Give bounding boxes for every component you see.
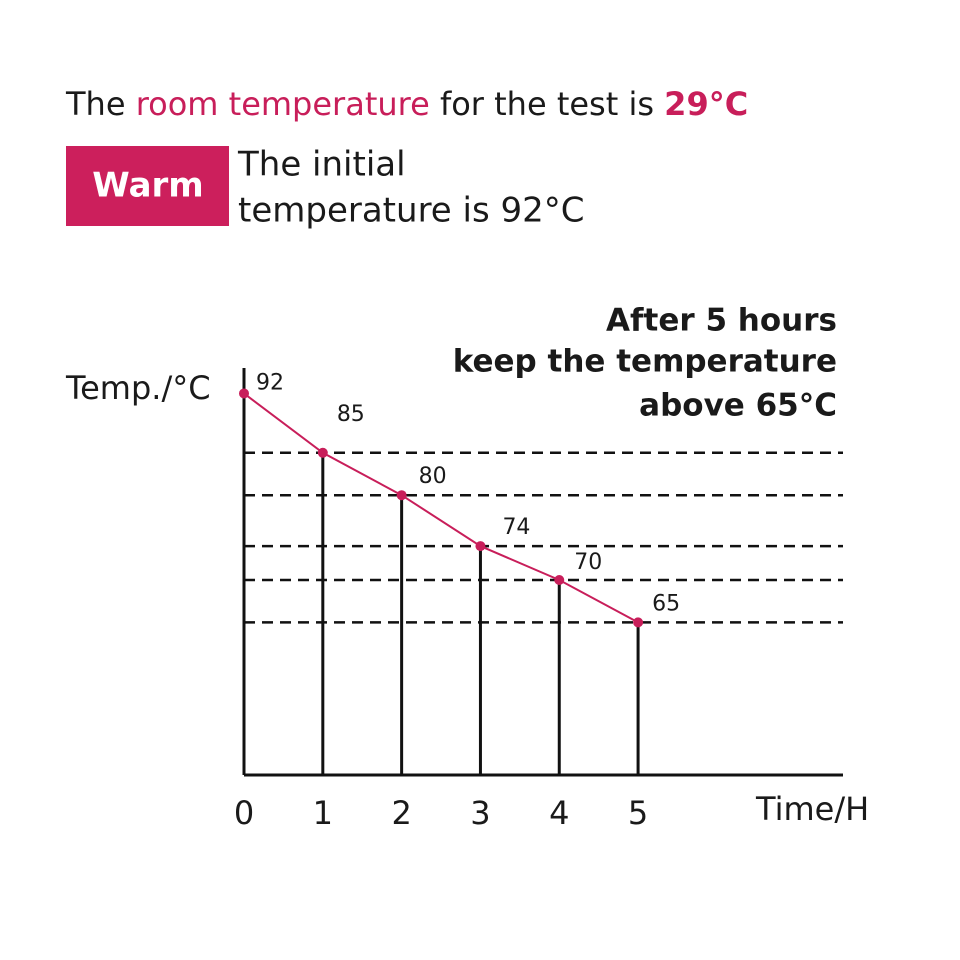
value-label: 65	[652, 591, 680, 616]
point	[475, 541, 486, 552]
point	[633, 617, 644, 628]
annotation: keep the temperature	[453, 344, 837, 380]
point	[239, 388, 249, 399]
x-tick-label: 2	[391, 794, 411, 832]
x-tick-label: 1	[313, 794, 333, 832]
point	[396, 490, 407, 501]
x-axis-label: Time/H	[755, 790, 869, 828]
value-label: 85	[337, 402, 365, 427]
badge: Warm	[92, 166, 203, 206]
note-line: temperature is 92°C	[238, 191, 585, 231]
headline-highlight: 29°C	[664, 85, 748, 123]
value-label: 92	[256, 370, 284, 395]
x-tick-label: 3	[470, 794, 490, 832]
x-tick-label: 5	[628, 794, 648, 832]
x-tick-label: 4	[549, 794, 569, 832]
y-axis-label: Temp./°C	[65, 369, 211, 407]
point	[317, 447, 328, 458]
annotation: above 65°C	[639, 388, 837, 424]
point	[554, 574, 565, 585]
value-label: 80	[419, 464, 447, 489]
headline-part: for the test is	[430, 85, 664, 123]
headline: The room temperature for the test is 29°…	[65, 85, 748, 123]
headline-highlight: room temperature	[136, 85, 430, 123]
line	[243, 392, 639, 624]
headline-part: The	[65, 85, 136, 123]
value-label: 74	[502, 515, 530, 540]
badge-bg	[66, 146, 229, 226]
annotation: After 5 hours	[606, 303, 837, 339]
note-line: The initial	[237, 145, 406, 185]
value-label: 70	[574, 550, 602, 575]
x-tick-label: 0	[234, 794, 254, 832]
